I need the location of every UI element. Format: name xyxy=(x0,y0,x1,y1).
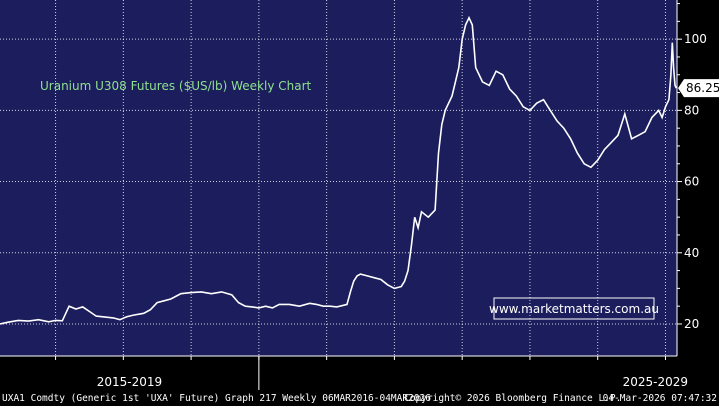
footer-left: UXA1 Comdty (Generic 1st 'UXA' Future) G… xyxy=(2,393,431,404)
x-category-label-1: 2025-2029 xyxy=(623,375,688,389)
last-value-label: 86.25 xyxy=(678,79,719,98)
y-axis: 20 40 60 80 100 xyxy=(676,0,707,356)
last-value-text: 86.25 xyxy=(686,81,719,95)
uranium-price-line xyxy=(0,15,678,325)
watermark-text: www.marketmatters.com.au xyxy=(489,302,659,316)
last-value-pointer xyxy=(678,79,719,98)
yaxis-band xyxy=(677,0,719,390)
y-tick-label-100: 100 xyxy=(684,32,707,46)
y-tick-label-20: 20 xyxy=(684,317,699,331)
x-category-label-0: 2015-2019 xyxy=(97,375,162,389)
chart-title: Uranium U308 Futures ($US/lb) Weekly Cha… xyxy=(40,79,312,93)
xaxis-band xyxy=(0,356,677,390)
y-tick-label-60: 60 xyxy=(684,175,699,189)
y-tick-label-40: 40 xyxy=(684,246,699,260)
y-tick-label-80: 80 xyxy=(684,103,699,117)
watermark-box xyxy=(493,297,655,320)
grid-lines xyxy=(0,0,677,356)
x-axis: 2015-2019 2025-2029 xyxy=(0,355,688,390)
plot-background xyxy=(0,0,677,356)
footer-center: Copyright© 2026 Bloomberg Finance L.P. xyxy=(404,393,621,404)
footer-right: 04-Mar-2026 07:47:32 xyxy=(603,393,717,404)
